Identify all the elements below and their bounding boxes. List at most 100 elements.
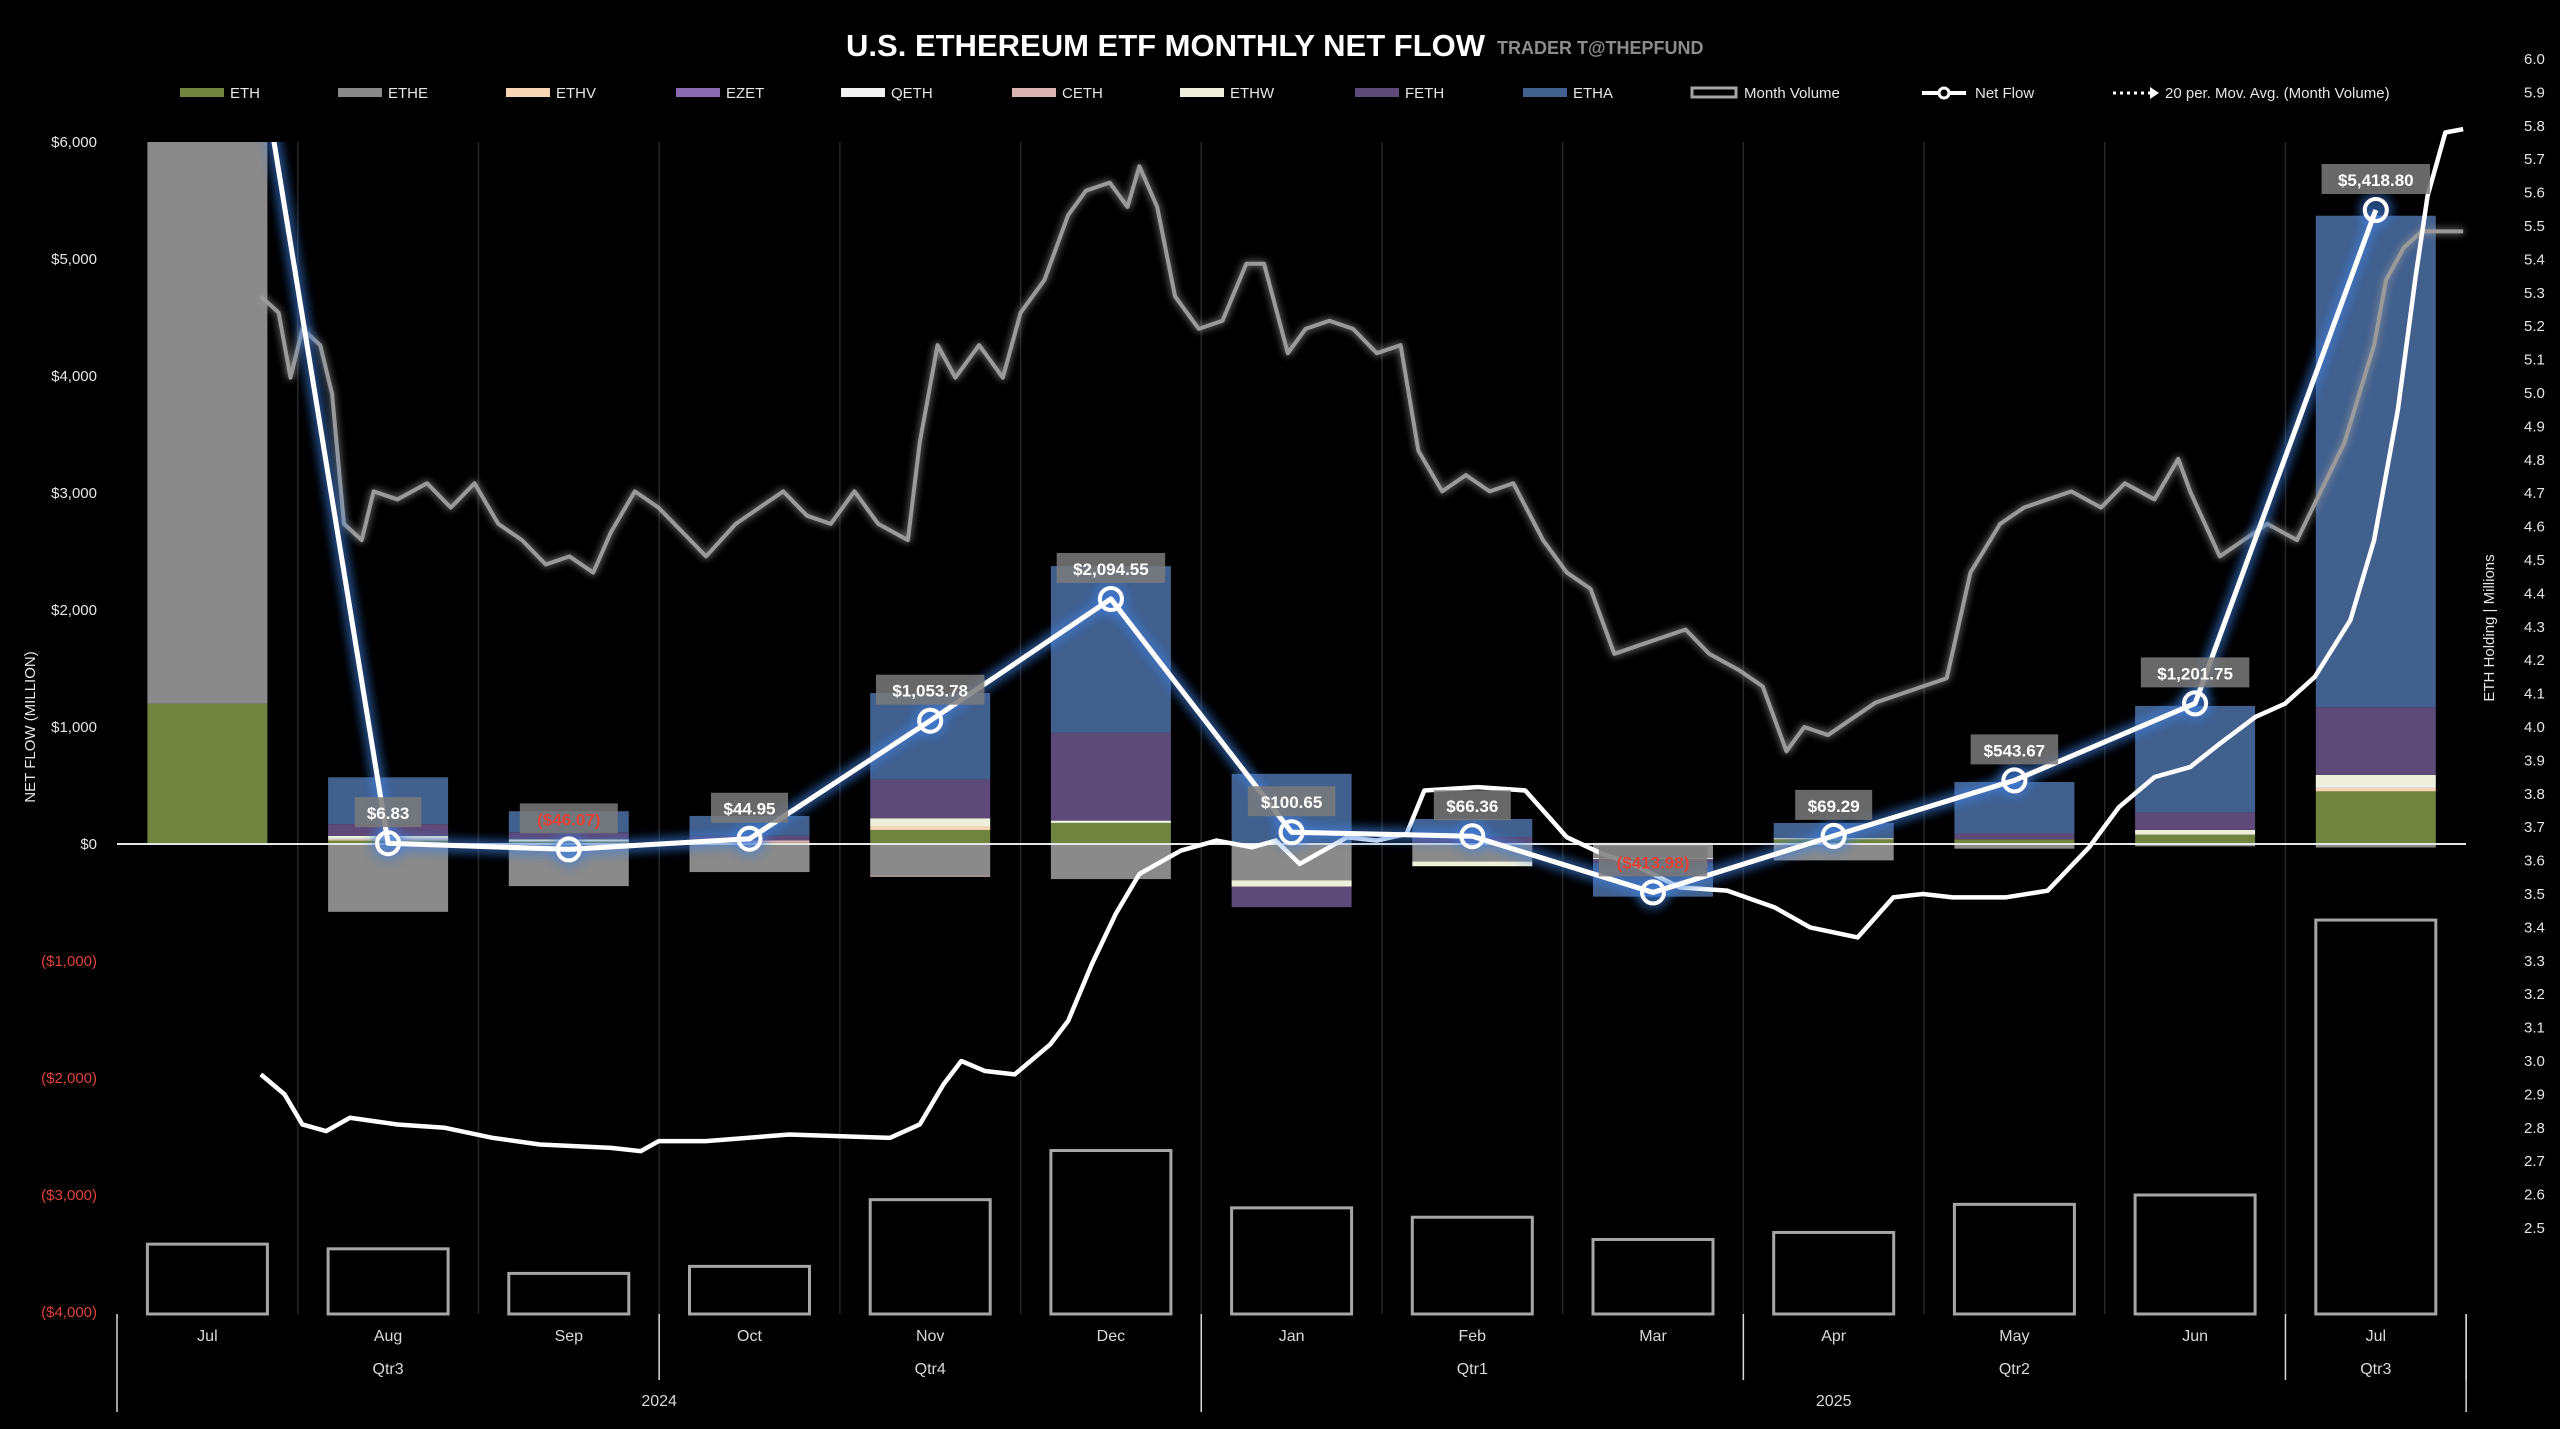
- y2-tick-label: 4.7: [2524, 485, 2545, 502]
- y2-tick-label: 4.9: [2524, 418, 2545, 435]
- y2-tick-label: 4.4: [2524, 585, 2545, 602]
- bar-segment-eth: [508, 841, 629, 844]
- bar-segment-ethw: [508, 839, 629, 842]
- net-flow-label-box: [2321, 164, 2431, 195]
- month-volume-bar: [1591, 1237, 1715, 1316]
- net-flow-label-box: [711, 792, 788, 823]
- bar-segment-ethw: [1050, 820, 1171, 823]
- y2-tick-label: 5.0: [2524, 385, 2545, 402]
- net-flow-label-box: [1433, 790, 1511, 821]
- net-flow-label-box: [2140, 657, 2250, 688]
- bar-segment-ethe: [870, 844, 991, 876]
- y2-tick-label: 3.3: [2524, 953, 2545, 970]
- y2-tick-label: 4.5: [2524, 552, 2545, 569]
- y2-tick-label: 5.5: [2524, 218, 2545, 235]
- month-volume-bar: [1230, 1206, 1354, 1316]
- y-tick-label: $0: [80, 836, 97, 853]
- category-axis: Jul Aug Sep Oct Nov Dec Jan Feb Mar Apr May Jun Jul Q…: [116, 1314, 2467, 1412]
- y2-tick-label: 4.8: [2524, 452, 2545, 469]
- month-volume-bar: [1410, 1215, 1534, 1316]
- legend-label-ethw: ETHW: [1230, 85, 1275, 102]
- month-label: Jun: [2182, 1328, 2208, 1345]
- net-flow-data-label: $1,053.78: [892, 682, 968, 701]
- net-flow-point: [375, 830, 402, 857]
- bar-segment-eth: [147, 703, 268, 844]
- bar-segment-ethw: [2135, 829, 2256, 835]
- net-flow-label-box: [1056, 552, 1166, 583]
- bar-segment-ethe: [1773, 844, 1894, 861]
- right-axis: 6.0 5.9 5.8 5.7 5.6 5.5 5.4 5.3 5.2 5.1 5.0 4.9 4.8 4…: [2524, 51, 2545, 1237]
- bar-segment-ethe: [2315, 844, 2436, 848]
- month-volume-bar: [1049, 1149, 1173, 1316]
- quarter-label: Qtr3: [2360, 1361, 2391, 1378]
- month-volume-bar: [1772, 1230, 1896, 1316]
- legend-swatch-feth: [1355, 88, 1399, 97]
- y2-tick-label: 2.6: [2524, 1187, 2545, 1204]
- legend-label-moving-average: 20 per. Mov. Avg. (Month Volume): [2165, 85, 2390, 102]
- net-flow-point: [555, 836, 582, 863]
- y2-tick-label: 3.7: [2524, 819, 2545, 836]
- y2-tick-label: 3.5: [2524, 886, 2545, 903]
- y2-tick-label: 3.2: [2524, 986, 2545, 1003]
- bar-segment-feth: [1412, 836, 1533, 844]
- net-flow-data-label: $543.67: [1984, 741, 2045, 760]
- quarter-label: Qtr3: [373, 1361, 404, 1378]
- month-volume-bar: [868, 1198, 992, 1316]
- legend-swatch-qeth: [841, 88, 885, 97]
- bar-segment-eth: [2315, 791, 2436, 844]
- month-volume-bar: [688, 1264, 811, 1316]
- legend-swatch-month-volume: [1690, 86, 1738, 99]
- month-label: Dec: [1097, 1328, 1125, 1345]
- month-label: Nov: [916, 1328, 944, 1345]
- legend-label-qeth: QETH: [891, 85, 933, 102]
- quarter-label: Qtr2: [1999, 1361, 2030, 1378]
- y-tick-label: ($2,000): [41, 1070, 97, 1087]
- bar-segment-eth: [870, 829, 991, 844]
- moving-average-line: [259, 164, 2464, 754]
- y2-tick-label: 3.9: [2524, 752, 2545, 769]
- y2-tick-label: 3.1: [2524, 1020, 2545, 1037]
- legend-label-feth: FETH: [1405, 85, 1444, 102]
- net-flow-point: [1278, 819, 1305, 846]
- y-tick-label: $3,000: [51, 485, 97, 502]
- eth-holding-line: [259, 126, 2464, 1154]
- legend-swatch-ethw: [1180, 88, 1224, 97]
- y2-tick-label: 2.5: [2524, 1220, 2545, 1237]
- y2-tick-label: 5.8: [2524, 118, 2545, 135]
- bar-segment-eth: [2135, 834, 2256, 844]
- left-axis-title: NET FLOW (MILLION): [22, 651, 39, 802]
- net-flow-label-box: [1247, 786, 1336, 817]
- month-label: Sep: [555, 1328, 584, 1345]
- legend-label-month-volume: Month Volume: [1744, 85, 1840, 102]
- quarter-label: Qtr4: [915, 1361, 946, 1378]
- net-flow-line-path: [271, 142, 2379, 895]
- y-tick-label: $5,000: [51, 251, 97, 268]
- bar-segment-ethe: [1050, 844, 1171, 880]
- moving-average-line-path: [259, 164, 2464, 754]
- y2-tick-label: 5.9: [2524, 84, 2545, 101]
- bar-segment-ceth: [870, 875, 991, 877]
- net-flow-label-box: [875, 674, 985, 705]
- month-volume-bar: [326, 1247, 450, 1316]
- bar-segment-ethw: [1231, 880, 1352, 887]
- legend-label-etha: ETHA: [1573, 85, 1613, 102]
- y2-tick-label: 3.0: [2524, 1053, 2545, 1070]
- y2-tick-label: 4.6: [2524, 519, 2545, 536]
- bar-segment-feth: [1050, 732, 1171, 821]
- y2-tick-label: 5.1: [2524, 352, 2545, 369]
- bar-segment-etha: [870, 693, 991, 780]
- quarter-label: Qtr1: [1457, 1361, 1488, 1378]
- legend-marker-net-flow: [1937, 86, 1951, 100]
- bar-segment-etha: [1412, 818, 1533, 837]
- y2-tick-label: 4.3: [2524, 619, 2545, 636]
- y2-tick-label: 4.1: [2524, 686, 2545, 703]
- net-flow-point: [1640, 879, 1666, 906]
- net-flow-point: [1820, 822, 1847, 849]
- net-flow-data-label: $100.65: [1261, 793, 1322, 812]
- bar-segment-feth: [2315, 707, 2436, 775]
- legend-label-ethv: ETHV: [556, 85, 596, 102]
- legend-swatch-etha: [1523, 88, 1567, 97]
- month-label: Jul: [197, 1328, 217, 1345]
- net-flow-label-box: [354, 797, 422, 828]
